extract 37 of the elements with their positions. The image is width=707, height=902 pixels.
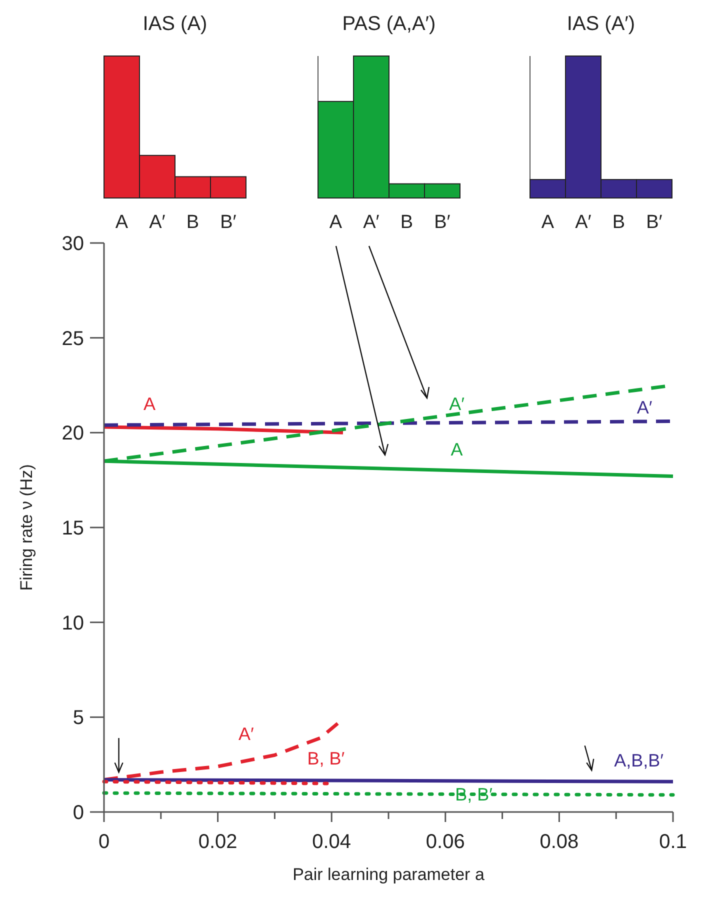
x-tick-label: A	[115, 212, 128, 233]
series-label: A	[450, 439, 463, 460]
x-tick-label: 0.06	[426, 831, 465, 853]
x-tick-label: 0.04	[312, 831, 352, 853]
x-tick-label: 0.08	[540, 831, 579, 853]
y-tick-label: 5	[72, 707, 84, 730]
x-tick-label: B	[400, 212, 414, 233]
x-tick-label: B′	[646, 212, 663, 233]
chart-title: PAS (A,A′)	[342, 13, 436, 35]
x-tick-label: B′	[220, 212, 237, 233]
x-tick-label: 0.1	[659, 831, 687, 853]
chart-title: IAS (A′)	[566, 13, 636, 35]
x-tick-label: 0.02	[198, 831, 238, 853]
series-label: A′	[238, 724, 255, 744]
chart-title: IAS (A)	[142, 13, 208, 35]
x-tick-label: B′	[434, 212, 451, 233]
y-tick-label: 10	[62, 612, 84, 634]
x-tick-label: A	[541, 212, 554, 233]
y-tick-label: 30	[62, 233, 84, 255]
series-label: A	[144, 394, 156, 414]
x-tick-label: A′	[363, 212, 380, 233]
series-label: A′	[449, 394, 466, 414]
series-label: A,B,B′	[614, 750, 664, 770]
series-label: B, B′	[307, 748, 346, 769]
x-axis-title: Pair learning parameter a	[292, 865, 485, 884]
x-tick-label: A′	[575, 212, 592, 233]
y-tick-label: 25	[62, 328, 84, 350]
y-tick-label: 20	[62, 422, 84, 445]
x-tick-label: A′	[149, 212, 166, 233]
x-tick-label: B	[186, 212, 200, 233]
y-tick-label: 0	[72, 802, 84, 824]
x-tick-label: B	[612, 212, 626, 233]
y-tick-label: 15	[62, 518, 84, 540]
x-tick-label: A	[329, 212, 342, 233]
y-axis-title: Firing rate ν (Hz)	[17, 464, 36, 591]
series-label: A′	[636, 398, 653, 418]
x-tick-label: 0	[98, 831, 110, 853]
